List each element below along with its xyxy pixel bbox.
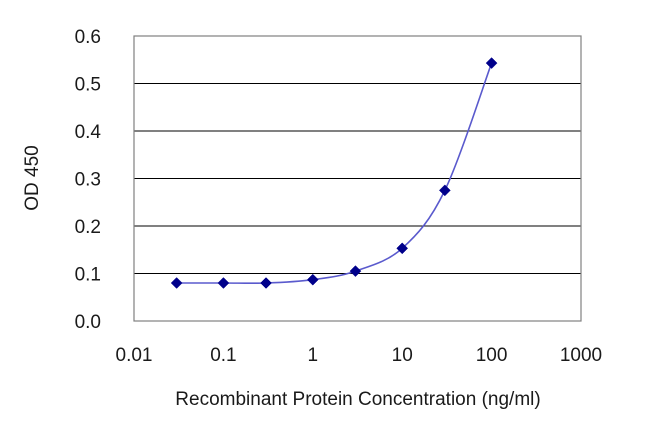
y-tick-label: 0.3 [75, 170, 101, 191]
series-layer [170, 57, 498, 289]
data-point [306, 273, 319, 286]
y-tick-label: 0.1 [75, 265, 101, 286]
data-point [217, 277, 230, 289]
x-tick-labels: 0.01 0.1 1 10 100 1000 [116, 345, 603, 366]
data-point [396, 242, 409, 255]
x-axis-title: Recombinant Protein Concentration (ng/ml… [175, 389, 540, 410]
y-tick-label: 0.6 [75, 27, 101, 48]
x-tick-label: 1 [308, 345, 319, 366]
data-point [260, 277, 272, 289]
grid-lines [134, 83, 581, 274]
x-tick-label: 0.01 [116, 345, 153, 366]
series-line [176, 62, 493, 285]
y-tick-labels: 0.0 0.1 0.2 0.3 0.4 0.5 0.6 [75, 27, 102, 333]
data-point [170, 277, 183, 289]
x-tick-label: 10 [392, 345, 413, 366]
data-point [349, 265, 362, 277]
y-tick-label: 0.2 [75, 217, 101, 238]
plot-area [133, 35, 582, 322]
x-tick-label: 0.1 [210, 345, 236, 366]
y-tick-label: 0.0 [75, 312, 101, 333]
y-tick-label: 0.4 [75, 122, 102, 143]
data-point [439, 184, 451, 197]
y-axis-title: OD 450 [22, 145, 43, 210]
data-point [485, 57, 498, 69]
x-tick-label: 1000 [560, 345, 602, 366]
x-tick-label: 100 [476, 345, 508, 366]
y-tick-label: 0.5 [75, 75, 101, 96]
